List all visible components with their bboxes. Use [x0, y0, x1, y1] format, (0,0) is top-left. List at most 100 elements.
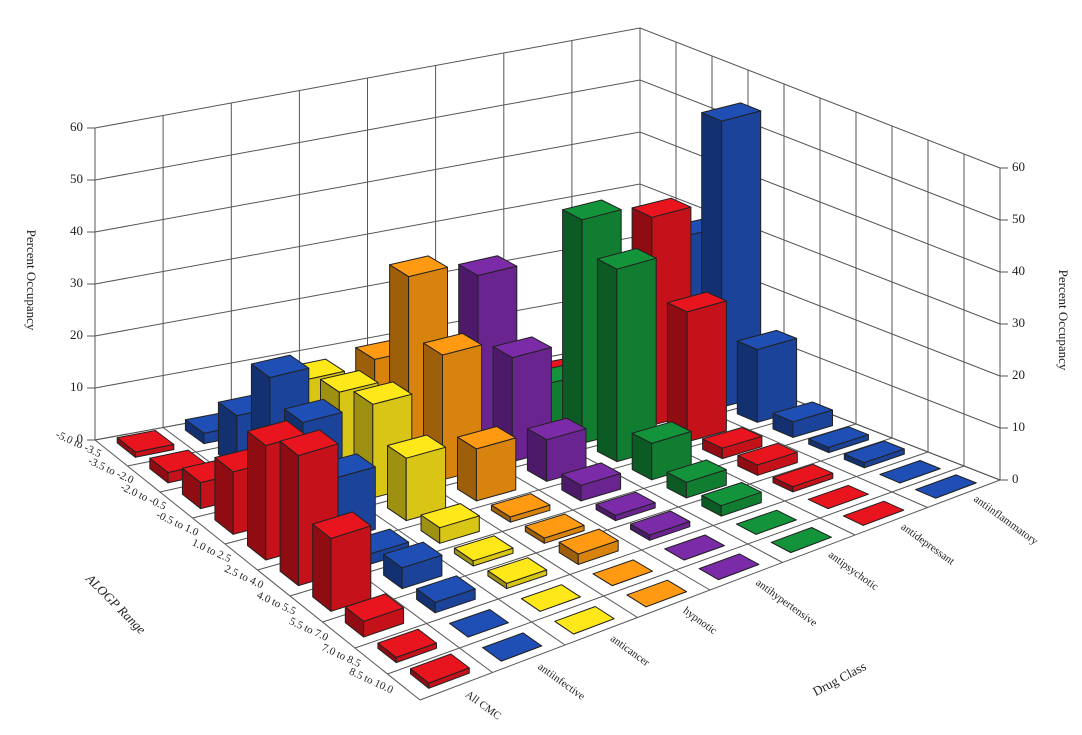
bar — [592, 559, 653, 587]
bar — [416, 575, 476, 614]
bar — [666, 291, 727, 443]
y-tick-label: 60 — [70, 119, 83, 134]
bar-top — [558, 528, 619, 555]
bar-side — [736, 340, 758, 423]
z-tick-label: antipsychotic — [826, 549, 881, 593]
bar-top — [389, 255, 448, 278]
bar — [698, 553, 760, 581]
bar — [383, 541, 443, 590]
bar — [449, 609, 509, 638]
bar-top — [423, 332, 483, 356]
bar-top — [416, 575, 476, 603]
z-tick-label: antiinfective — [535, 661, 587, 703]
bar — [843, 500, 905, 526]
z-tick-label: All CMC — [463, 689, 503, 723]
grid-line — [94, 27, 1001, 169]
y-tick-label: 50 — [70, 171, 83, 186]
bar — [490, 493, 551, 523]
bar — [524, 513, 585, 544]
bar-front — [330, 525, 372, 612]
bar — [701, 482, 762, 517]
bar-top — [457, 426, 517, 450]
x-tick-label: -0.5 to 1.0 — [154, 509, 201, 539]
bar-side — [562, 209, 583, 444]
bar-top — [592, 559, 653, 587]
bar-top — [353, 381, 413, 405]
y-tick-label: 0 — [77, 431, 84, 446]
bar-top — [520, 584, 581, 612]
y-axis-title: Percent Occupancy — [24, 230, 39, 331]
grid-line — [94, 131, 1001, 273]
x-tick-label: -3.5 to -2.0 — [86, 455, 136, 487]
bar — [736, 509, 797, 535]
bar-top — [737, 442, 798, 466]
y-tick-label: 30 — [70, 275, 83, 290]
bar-top — [526, 417, 587, 441]
bar-top — [387, 434, 447, 459]
y-tick-label-right: 0 — [1012, 471, 1019, 486]
bar — [666, 459, 727, 499]
bar — [561, 462, 622, 502]
bar-top — [843, 440, 905, 464]
bar-top — [487, 557, 548, 584]
bar — [520, 584, 581, 612]
bar-front — [686, 300, 727, 443]
bar-top — [702, 427, 763, 449]
bar-top — [664, 534, 725, 561]
y-tick-label-right: 40 — [1012, 263, 1025, 278]
bar-side — [666, 302, 688, 443]
bar — [807, 484, 869, 510]
bar-top — [383, 541, 443, 569]
x-tick-label: 2.5 to 4.0 — [222, 563, 265, 592]
x-tick-label: 5.5 to 7.0 — [287, 615, 330, 644]
bar — [344, 593, 405, 638]
bar — [631, 421, 692, 481]
bar — [596, 248, 657, 463]
bar — [626, 579, 687, 608]
z-axis-title: Drug Class — [810, 658, 868, 699]
bar-top — [453, 535, 514, 562]
z-tick-label: antihypertensive — [753, 577, 819, 630]
bar — [770, 527, 832, 553]
y-tick-label-right: 20 — [1012, 367, 1025, 382]
bar-top — [250, 354, 310, 378]
x-tick-label: 8.5 to 10.0 — [347, 666, 395, 697]
floor-grid — [419, 479, 1001, 701]
bar-top — [631, 421, 692, 444]
y-axis-title-right: Percent Occupancy — [1056, 270, 1071, 371]
z-tick-label: anticancer — [608, 633, 652, 669]
bar — [420, 503, 480, 544]
bar — [377, 628, 437, 664]
bar — [312, 511, 372, 612]
bar-top — [808, 426, 869, 448]
bar — [915, 474, 977, 499]
bar-top — [562, 199, 622, 221]
bar — [526, 417, 587, 482]
x-tick-label: 7.0 to 8.5 — [320, 642, 363, 671]
bar — [702, 427, 763, 460]
bar-top — [554, 606, 615, 635]
y-tick-label-right: 50 — [1012, 211, 1025, 226]
bar — [664, 534, 725, 561]
floor-grid — [354, 451, 929, 649]
bar-top — [377, 628, 437, 658]
bar-top — [596, 248, 657, 270]
bar-top — [561, 462, 622, 486]
bar-top — [524, 513, 585, 539]
bar — [595, 491, 656, 522]
bar-top — [915, 474, 977, 499]
bar — [879, 460, 941, 484]
bar — [843, 440, 905, 469]
grid-line — [94, 183, 1001, 325]
bar-side — [312, 523, 332, 612]
bar-top — [410, 653, 470, 684]
z-tick-label: antidepressant — [899, 521, 957, 568]
bar — [808, 426, 869, 454]
bar — [482, 632, 543, 662]
bar-top — [279, 429, 339, 457]
bar — [736, 329, 798, 423]
bar — [554, 606, 615, 635]
bar-top — [626, 579, 687, 608]
bar — [558, 528, 619, 565]
bar-top — [482, 632, 543, 662]
